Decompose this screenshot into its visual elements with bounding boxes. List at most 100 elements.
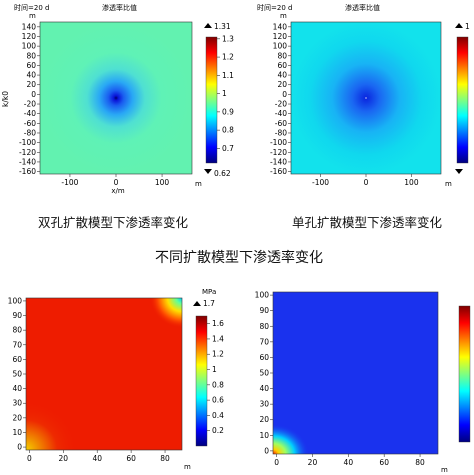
br-xtick-label: 40 [344, 458, 354, 467]
tl-colorbar-min: 0.62 [214, 169, 231, 178]
tl-ytick-label: 100 [22, 42, 37, 51]
br-xtick-label: 60 [379, 458, 389, 467]
tl-time-label: 时间=20 d [14, 3, 49, 12]
tl-cbtick-label: 0.8 [222, 126, 234, 135]
tr-ytick-label: 120 [273, 32, 288, 41]
bl-ytick-label: 60 [12, 355, 22, 364]
tr-ytick-label: 20 [277, 80, 287, 89]
br-corner-well [273, 424, 309, 454]
bl-colorbar-ticks: 1.6 1.4 1.2 1 0.8 0.6 0.4 0.2 [207, 319, 224, 435]
tl-xticks: -100 0 100 [61, 174, 169, 187]
tr-colorbar [456, 36, 469, 164]
chart-top-left: 时间=20 d 渗透率比值 k/k0 140120100806040200-20… [1, 3, 234, 195]
tr-xunit: m [445, 180, 452, 188]
br-xticks: 0 20 40 60 80 [274, 454, 425, 467]
tl-ytick-label: 140 [22, 22, 37, 31]
br-ytick-label: 80 [259, 322, 269, 331]
tl-ytick-label: 20 [26, 80, 36, 89]
bl-ytick-label: 80 [12, 326, 22, 335]
figure-main-title: 不同扩散模型下渗透率变化 [155, 250, 323, 266]
tl-yticks: 140120100806040200-20-40-60-80-100-120-1… [19, 22, 40, 176]
bl-colorbar [195, 315, 208, 447]
bl-corner-low-pressure [26, 400, 78, 450]
br-ytick-label: 100 [255, 291, 270, 300]
bl-cbtick-label: 0.2 [212, 426, 224, 435]
tr-xtick-label: 0 [364, 178, 369, 187]
bl-ytick-label: 10 [12, 428, 22, 437]
tl-xtick-label: -100 [61, 178, 78, 187]
tr-ytick-label: -40 [275, 109, 287, 118]
tr-ytick-label: 140 [273, 22, 288, 31]
bl-xunit: m [184, 463, 191, 471]
tl-ytick-label: -40 [24, 109, 36, 118]
br-ytick-label: 50 [259, 369, 269, 378]
bl-cbtick-label: 1 [212, 365, 217, 374]
br-ytick-label: 70 [259, 337, 269, 346]
tr-ytick-label: -100 [270, 138, 287, 147]
tl-xtick-label: 100 [155, 178, 170, 187]
bl-xtick-label: 20 [59, 454, 69, 463]
tr-yunit: m [280, 12, 287, 20]
tr-ytick-label: -60 [275, 119, 287, 128]
tl-cbtick-label: 1.2 [222, 53, 234, 62]
tl-ytick-label: -160 [19, 167, 36, 176]
br-xtick-label: 20 [308, 458, 318, 467]
tl-ytick-label: 120 [22, 32, 37, 41]
bl-ytick-label: 70 [12, 340, 22, 349]
tr-ytick-label: -140 [270, 157, 287, 166]
tr-yticks: 140120100806040200-20-40-60-80-100-120-1… [270, 22, 291, 176]
tl-title: 渗透率比值 [102, 3, 137, 12]
caption-right: 单孔扩散模型下渗透率变化 [292, 215, 443, 230]
bl-ytick-label: 0 [17, 443, 22, 452]
tl-ytick-label: -140 [19, 157, 36, 166]
bl-xticks: 0 20 40 60 80 [27, 450, 170, 463]
bl-ytick-label: 90 [12, 311, 22, 320]
tl-ytick-label: -80 [24, 128, 36, 137]
tr-ytick-label: 0 [282, 90, 287, 99]
br-ytick-label: 60 [259, 353, 269, 362]
tr-ytick-label: -160 [270, 167, 287, 176]
tr-ytick-label: 40 [277, 71, 287, 80]
tl-ylabel: k/k0 [1, 91, 10, 107]
tr-xtick-label: -100 [312, 178, 329, 187]
tl-cbtick-label: 0.7 [222, 144, 234, 153]
tl-colorbar-max: 1.31 [214, 22, 231, 31]
bl-ytick-label: 20 [12, 413, 22, 422]
tl-ytick-label: 60 [26, 61, 36, 70]
bl-cbtick-label: 1.4 [212, 334, 224, 343]
br-xtick-label: 80 [415, 458, 425, 467]
tl-xtick-label: 0 [114, 178, 119, 187]
tr-ytick-label: 60 [277, 61, 287, 70]
bl-ytick-label: 40 [12, 384, 22, 393]
tr-ytick-label: -120 [270, 148, 287, 157]
tr-time-label: 时间=20 d [257, 3, 292, 12]
tr-title: 渗透率比值 [345, 3, 380, 12]
bl-cbtick-label: 0.4 [212, 411, 224, 420]
bl-ytick-label: 30 [12, 399, 22, 408]
tl-cbtick-label: 0.9 [222, 107, 234, 116]
chart-top-right: 时间=20 d 渗透率比值 140120100806040200-20-40-6… [257, 3, 470, 188]
tl-colorbar [205, 36, 218, 164]
tl-ytick-label: 0 [31, 90, 36, 99]
br-ytick-label: 0 [264, 446, 269, 455]
tr-ytick-label: 80 [277, 51, 287, 60]
bl-xtick-label: 40 [92, 454, 102, 463]
br-xunit: m [441, 466, 448, 474]
tl-cbtick-label: 1.3 [222, 34, 234, 43]
bl-cbtick-label: 0.6 [212, 396, 224, 405]
tl-cbtick-label: 1.1 [222, 71, 234, 80]
tl-ytick-label: 40 [26, 71, 36, 80]
bl-xtick-label: 80 [160, 454, 170, 463]
bl-cbtick-label: 1.2 [212, 350, 224, 359]
bl-xtick-label: 60 [126, 454, 136, 463]
tl-xlabel: x/m [111, 187, 125, 195]
tl-yunit: m [29, 12, 36, 20]
bl-colorbar-max-arrow [193, 301, 201, 306]
bl-cbtick-label: 1.6 [212, 319, 224, 328]
tl-cbtick-label: 1 [222, 89, 227, 98]
